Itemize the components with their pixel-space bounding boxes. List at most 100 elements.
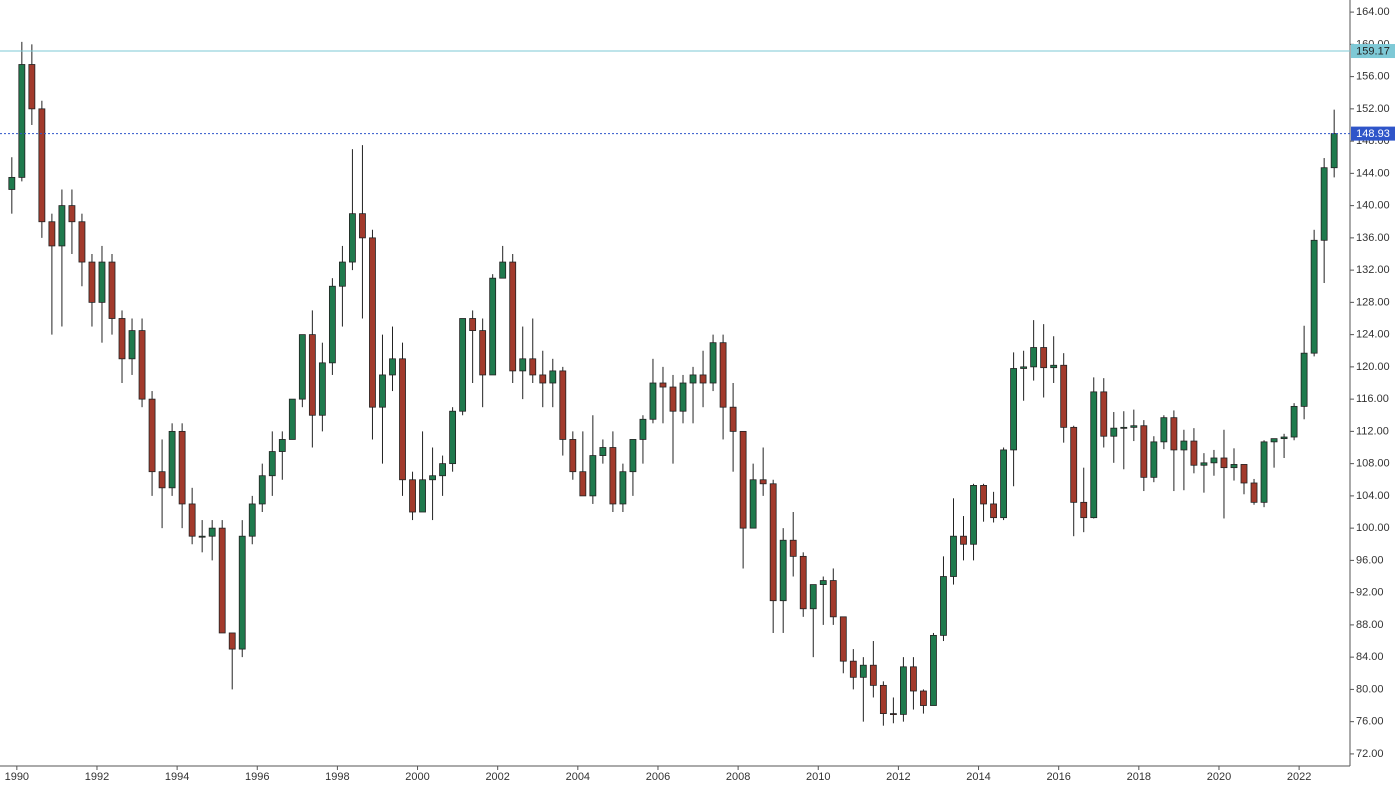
- candle-body: [459, 318, 467, 412]
- y-tick-label: 104.00: [1356, 490, 1390, 502]
- candle-body: [629, 439, 637, 473]
- candle-body: [529, 358, 537, 376]
- y-tick-label: 124.00: [1356, 329, 1390, 341]
- candle-body: [639, 418, 647, 440]
- candle-body: [238, 535, 246, 650]
- candle-body: [779, 539, 787, 602]
- candle-body: [288, 398, 296, 440]
- candle-body: [769, 483, 777, 602]
- candle-body: [268, 451, 276, 477]
- y-tick-label: 72.00: [1356, 748, 1384, 760]
- candle-body: [729, 406, 737, 432]
- y-tick-label: 80.00: [1356, 683, 1384, 695]
- candle-body: [719, 342, 727, 408]
- candle-body: [8, 176, 16, 190]
- candle-body: [920, 690, 927, 706]
- candle-body: [298, 334, 306, 400]
- candle-body: [759, 479, 767, 485]
- candle-body: [1040, 347, 1048, 369]
- candle-body: [1250, 482, 1258, 503]
- candle-body: [809, 584, 817, 610]
- candle-body: [1080, 501, 1088, 519]
- candle-body: [1190, 440, 1198, 466]
- candle-body: [369, 237, 376, 408]
- candle-body: [980, 485, 987, 505]
- candle-body: [1260, 441, 1268, 503]
- price-label: 148.93: [1356, 128, 1390, 140]
- candle-body: [499, 261, 507, 279]
- candle-body: [1300, 352, 1308, 407]
- x-tick-label: 1998: [325, 771, 349, 783]
- candle-body: [28, 64, 36, 110]
- candle-body: [248, 503, 256, 537]
- candle-body: [1200, 462, 1208, 466]
- candle-body: [198, 535, 206, 538]
- candle-body: [429, 475, 436, 481]
- candle-body: [178, 430, 186, 505]
- candle-body: [1120, 426, 1128, 429]
- candle-body: [328, 285, 336, 364]
- candle-body: [549, 370, 557, 384]
- candle-body: [1140, 425, 1148, 478]
- candle-body: [960, 535, 967, 545]
- candle-body: [409, 479, 416, 513]
- x-tick-label: 2018: [1127, 771, 1151, 783]
- y-tick-label: 84.00: [1356, 651, 1384, 663]
- x-tick-label: 2002: [485, 771, 509, 783]
- x-tick-label: 2008: [726, 771, 750, 783]
- y-tick-label: 136.00: [1356, 232, 1390, 244]
- candle-body: [1210, 457, 1218, 464]
- candle-body: [98, 261, 106, 303]
- candle-body: [1060, 364, 1068, 428]
- candle-body: [68, 205, 76, 223]
- x-tick-label: 2000: [405, 771, 429, 783]
- y-tick-label: 120.00: [1356, 361, 1390, 373]
- candle-body: [879, 684, 887, 714]
- candle-body: [208, 527, 216, 537]
- candle-body: [859, 664, 867, 678]
- y-tick-label: 128.00: [1356, 296, 1390, 308]
- candle-body: [819, 580, 827, 585]
- candle-body: [318, 362, 326, 416]
- candle-body: [258, 475, 266, 505]
- candle-body: [1030, 347, 1038, 368]
- candle-body: [599, 447, 607, 456]
- candle-body: [138, 330, 146, 400]
- candle-body: [649, 382, 657, 420]
- candle-body: [589, 455, 597, 497]
- candle-body: [1130, 425, 1138, 428]
- candle-body: [1010, 368, 1018, 451]
- candle-body: [148, 398, 156, 473]
- x-tick-label: 2020: [1207, 771, 1231, 783]
- price-label-bg: [1351, 44, 1395, 59]
- y-tick-label: 164.00: [1356, 6, 1390, 18]
- candle-body: [58, 205, 66, 247]
- candle-body: [990, 503, 997, 519]
- y-tick-label: 96.00: [1356, 554, 1384, 566]
- x-tick-label: 2014: [966, 771, 990, 783]
- candle-body: [158, 471, 166, 489]
- x-tick-label: 1990: [5, 771, 29, 783]
- candle-body: [559, 370, 567, 440]
- y-tick-label: 132.00: [1356, 264, 1390, 276]
- x-tick-label: 2022: [1287, 771, 1311, 783]
- candle-body: [389, 358, 396, 376]
- candle-body: [339, 261, 346, 287]
- y-tick-label: 116.00: [1356, 393, 1389, 405]
- candle-body: [278, 439, 286, 452]
- candle-body: [168, 430, 176, 489]
- candle-body: [1170, 417, 1178, 451]
- candle-body: [970, 485, 977, 545]
- candle-body: [218, 527, 226, 634]
- x-tick-label: 2004: [566, 771, 590, 783]
- y-tick-label: 144.00: [1356, 167, 1390, 179]
- candle-body: [1100, 391, 1108, 437]
- candle-body: [579, 471, 587, 497]
- candle-body: [1000, 449, 1007, 519]
- y-tick-label: 76.00: [1356, 716, 1384, 728]
- candle-body: [1330, 133, 1338, 169]
- y-tick-label: 92.00: [1356, 587, 1384, 599]
- candle-body: [799, 555, 807, 610]
- candle-body: [489, 277, 497, 376]
